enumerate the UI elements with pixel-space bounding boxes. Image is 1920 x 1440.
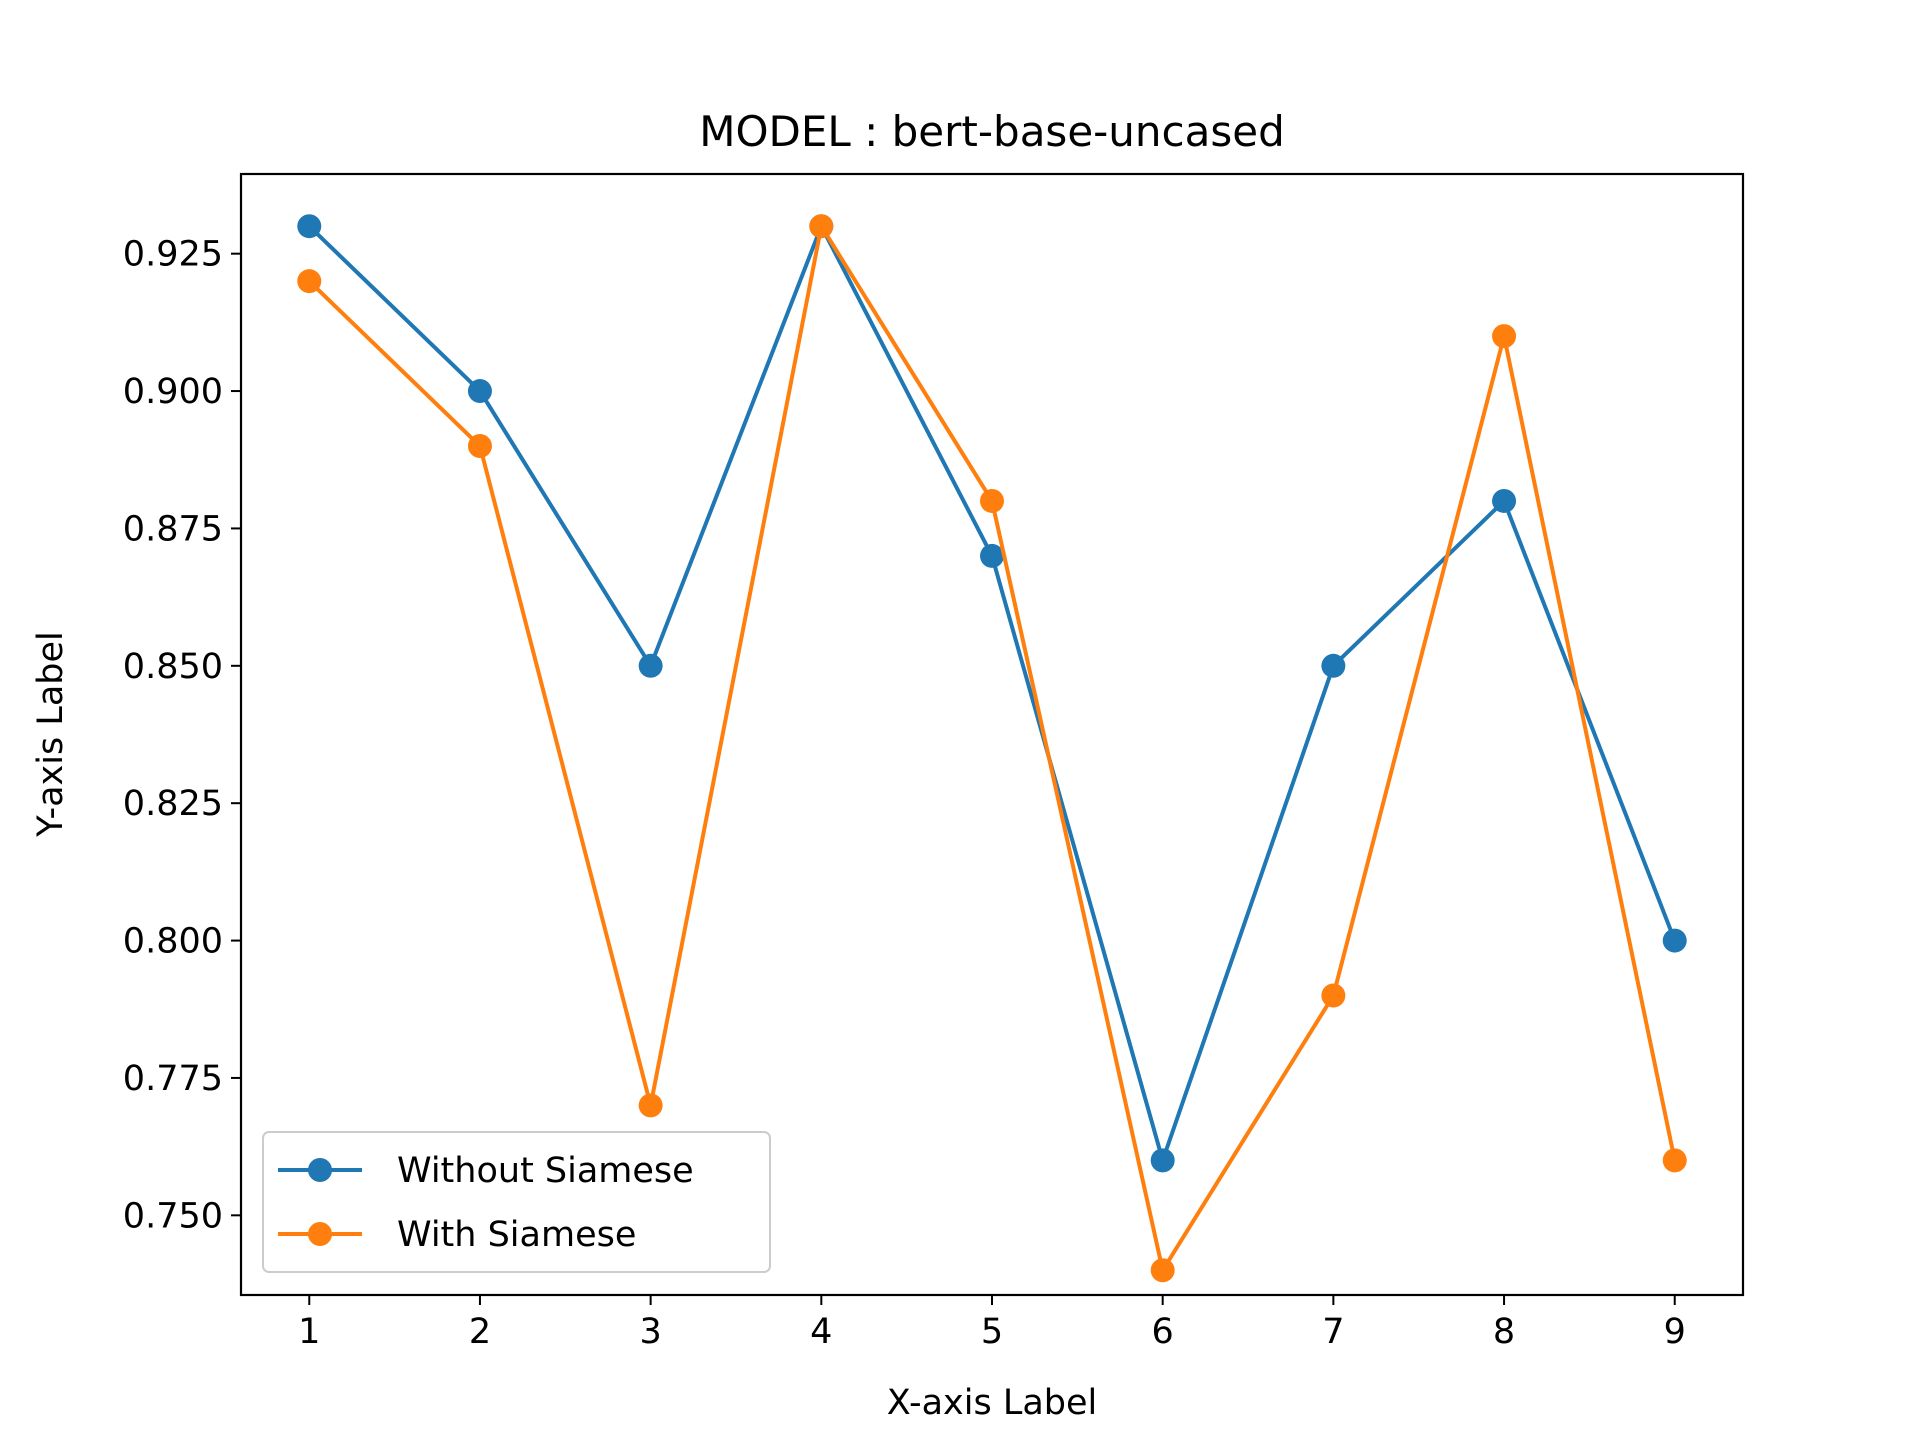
series-with-siamese: [297, 214, 1687, 1283]
data-point: [297, 269, 322, 294]
x-tick-label: 5: [981, 1312, 1003, 1352]
data-point: [1662, 1148, 1687, 1173]
data-point: [980, 488, 1004, 513]
legend: Without Siamese With Siamese: [262, 1131, 771, 1273]
y-axis: 0.750 0.775 0.800 0.825 0.850 0.875 0.900 0.925: [123, 235, 241, 1236]
data-point: [1492, 488, 1517, 513]
data-point: [638, 1093, 663, 1118]
data-point: [297, 214, 322, 239]
legend-label: Without Siamese: [397, 1151, 694, 1191]
x-axis-title: X-axis Label: [887, 1383, 1098, 1423]
y-tick-label: 0.825: [123, 784, 223, 824]
x-tick-label: 1: [298, 1312, 320, 1352]
y-tick-label: 0.750: [123, 1196, 223, 1236]
data-point: [1662, 928, 1687, 953]
data-point: [467, 434, 492, 459]
data-point: [1321, 653, 1346, 678]
y-tick-label: 0.850: [123, 647, 223, 687]
legend-marker: [308, 1158, 332, 1182]
x-tick-label: 6: [1152, 1312, 1174, 1352]
data-point: [1150, 1148, 1175, 1173]
data-point: [467, 379, 492, 404]
x-tick-label: 9: [1664, 1312, 1686, 1352]
data-point: [980, 543, 1004, 568]
legend-box: [262, 1131, 771, 1273]
x-tick-label: 8: [1493, 1312, 1515, 1352]
data-point: [809, 214, 834, 239]
x-tick-label: 3: [639, 1312, 661, 1352]
y-tick-label: 0.925: [123, 235, 223, 275]
data-point: [638, 653, 663, 678]
data-point: [1150, 1258, 1175, 1283]
x-tick-label: 4: [810, 1312, 832, 1352]
x-tick-label: 7: [1322, 1312, 1344, 1352]
x-axis: 1 2 3 4 5 6 7 8 9: [298, 1295, 1686, 1352]
x-tick-label: 2: [469, 1312, 491, 1352]
legend-marker: [308, 1222, 332, 1246]
data-point: [1492, 324, 1517, 349]
series-layer: [297, 214, 1687, 1283]
y-tick-label: 0.775: [123, 1059, 223, 1099]
y-axis-title: Y-axis Label: [31, 631, 71, 838]
y-tick-label: 0.875: [123, 509, 223, 549]
y-tick-label: 0.900: [123, 372, 223, 412]
legend-label: With Siamese: [397, 1215, 636, 1255]
y-tick-label: 0.800: [123, 922, 223, 962]
data-point: [1321, 983, 1346, 1008]
chart-title: MODEL : bert-base-uncased: [699, 107, 1285, 156]
